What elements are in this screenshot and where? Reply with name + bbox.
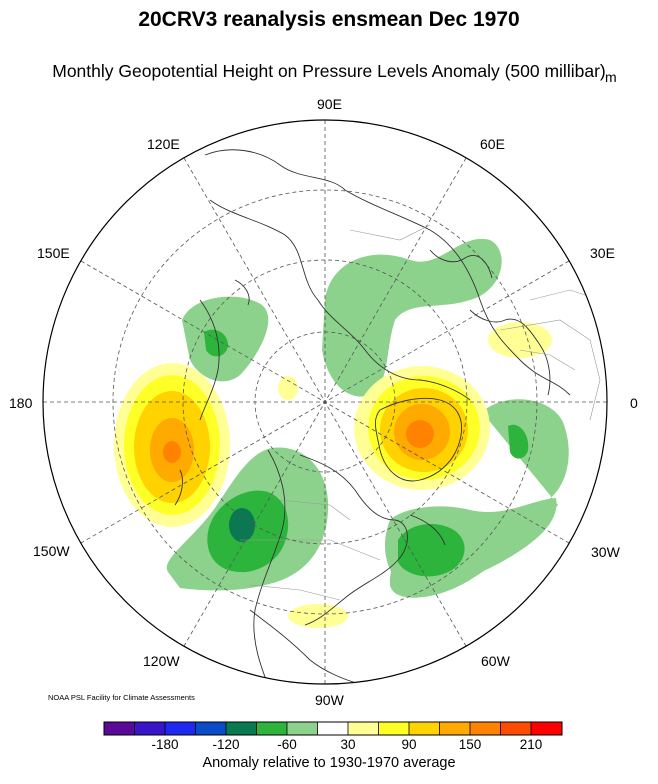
lon-label-120w: 120W	[143, 653, 180, 669]
colorbar-swatch-4	[195, 722, 226, 735]
neg-anomaly-core-pacific	[204, 329, 228, 357]
colorbar-tick-label: 30	[340, 737, 356, 752]
colorbar-swatch-11	[409, 722, 440, 735]
colorbar-swatch-3	[165, 722, 196, 735]
colorbar-swatch-8	[317, 722, 348, 735]
lon-label-60w: 60W	[481, 653, 510, 669]
neg-anomaly-core-north-atlantic	[398, 524, 465, 577]
colorbar-swatch-10	[378, 722, 409, 735]
pos-anomaly-region-siberia	[278, 376, 298, 400]
pos-anomaly-max-greenland	[406, 420, 434, 448]
lon-label-150e: 150E	[37, 245, 70, 261]
lon-label-60e: 60E	[480, 136, 505, 152]
colorbar-swatch-1	[104, 722, 135, 735]
colorbar	[103, 721, 563, 736]
lon-label-120e: 120E	[147, 136, 180, 152]
credit-text: NOAA PSL Facility for Climate Assessment…	[48, 693, 195, 702]
lon-label-150w: 150W	[33, 543, 70, 559]
colorbar-tick-label: -60	[277, 737, 297, 752]
colorbar-swatch-12	[439, 722, 470, 735]
colorbar-swatch-15	[531, 722, 562, 735]
colorbar-swatch-7	[287, 722, 318, 735]
lon-label-30w: 30W	[591, 544, 620, 560]
pos-anomaly-region-scandinavia	[488, 322, 552, 358]
colorbar-swatch-5	[226, 722, 257, 735]
lon-label-90w: 90W	[315, 692, 344, 708]
lon-label-90e: 90E	[317, 96, 342, 112]
colorbar-swatch-6	[256, 722, 287, 735]
colorbar-swatch-2	[134, 722, 165, 735]
colorbar-tick-label: -180	[151, 737, 179, 752]
pos-anomaly-max-pacific	[163, 441, 181, 463]
colorbar-swatch-14	[500, 722, 531, 735]
neg-anomaly-core-atlantic	[508, 424, 529, 459]
pos-anomaly-region-gulf	[288, 604, 348, 628]
colorbar-tick-label: -120	[212, 737, 240, 752]
colorbar-swatch-9	[348, 722, 379, 735]
coastlines	[174, 149, 571, 684]
lon-label-30e: 30E	[590, 245, 615, 261]
colorbar-tick-label: 150	[458, 737, 482, 752]
map-subtitle: Monthly Geopotential Height on Pressure …	[52, 61, 606, 81]
neg-anomaly-region-eurasia	[322, 238, 502, 397]
map-title: 20CRV3 reanalysis ensmean Dec 1970	[138, 8, 520, 31]
colorbar-tick-label: 90	[401, 737, 417, 752]
neg-anomaly-max-north-america	[229, 508, 255, 542]
lon-label-0: 0	[630, 395, 638, 411]
meridians	[43, 120, 607, 684]
colorbar-tick-label: 210	[519, 737, 543, 752]
colorbar-caption: Anomaly relative to 1930-1970 average	[202, 755, 456, 771]
colorbar-swatch-13	[470, 722, 501, 735]
anomaly-field	[114, 238, 569, 628]
map-boundary	[42, 119, 608, 685]
lon-label-180: 180	[9, 395, 33, 411]
units-label: m	[605, 69, 617, 85]
